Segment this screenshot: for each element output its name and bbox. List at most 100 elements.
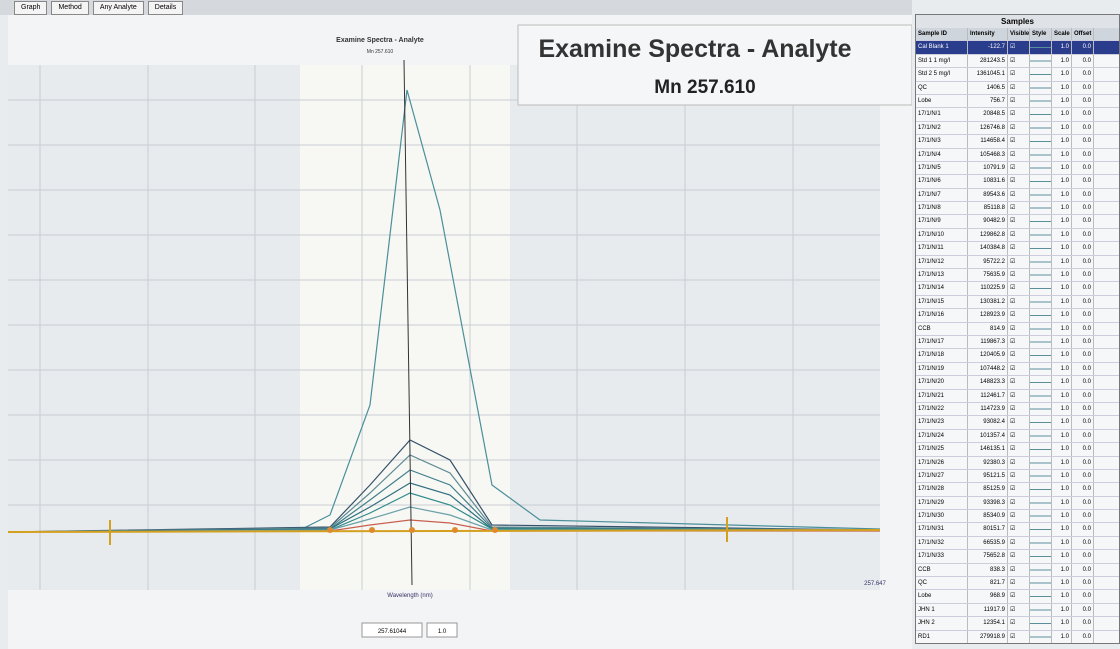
sample-row[interactable]: 17/1/N/26 92380.3 ☑ 1.0 0.0 (916, 456, 1119, 470)
sample-row[interactable]: 17/1/N/15 130381.2 ☑ 1.0 0.0 (916, 295, 1119, 310)
visible-checkbox[interactable]: ☑ (1008, 215, 1030, 228)
visible-checkbox[interactable]: ☑ (1008, 523, 1030, 536)
visible-checkbox[interactable]: ☑ (1008, 295, 1030, 309)
visible-checkbox[interactable]: ☑ (1008, 456, 1030, 469)
sample-row[interactable]: Lobe 756.7 ☑ 1.0 0.0 (916, 94, 1119, 109)
sample-row[interactable]: 17/1/N/18 120405.9 ☑ 1.0 0.0 (916, 349, 1119, 363)
sample-row[interactable]: Std 2 5 mg/l 1361045.1 ☑ 1.0 0.0 (916, 68, 1119, 82)
sample-row[interactable]: RD1 279918.9 ☑ 1.0 0.0 (916, 630, 1119, 643)
visible-checkbox[interactable]: ☑ (1008, 510, 1030, 523)
sample-row[interactable]: 17/1/N/3 114658.4 ☑ 1.0 0.0 (916, 135, 1119, 149)
sample-row[interactable]: Std 1 1 mg/l 281243.5 ☑ 1.0 0.0 (916, 54, 1119, 69)
sample-row[interactable]: 17/1/N/9 90482.9 ☑ 1.0 0.0 (916, 215, 1119, 229)
sample-row[interactable]: 17/1/N/19 107448.2 ☑ 1.0 0.0 (916, 362, 1119, 377)
sample-row[interactable]: 17/1/N/6 10831.6 ☑ 1.0 0.0 (916, 175, 1119, 189)
visible-checkbox[interactable]: ☑ (1008, 630, 1030, 643)
sample-row[interactable]: 17/1/N/14 110225.9 ☑ 1.0 0.0 (916, 282, 1119, 296)
sample-row[interactable]: 17/1/N/4 105468.3 ☑ 1.0 0.0 (916, 148, 1119, 162)
sample-row[interactable]: CCB 838.3 ☑ 1.0 0.0 (916, 563, 1119, 578)
wavelength-input[interactable]: 257.61044 (378, 629, 407, 635)
sample-row[interactable]: 17/1/N/2 126746.8 ☑ 1.0 0.0 (916, 121, 1119, 136)
visible-checkbox[interactable]: ☑ (1008, 161, 1030, 175)
sample-row[interactable]: 17/1/N/25 146135.1 ☑ 1.0 0.0 (916, 443, 1119, 457)
visible-checkbox[interactable]: ☑ (1008, 483, 1030, 496)
visible-checkbox[interactable]: ☑ (1008, 349, 1030, 362)
scale: 1.0 (1052, 617, 1072, 630)
sample-row[interactable]: 17/1/N/11 140384.8 ☑ 1.0 0.0 (916, 242, 1119, 256)
toolbar-button[interactable]: Details (147, 1, 184, 15)
sample-row[interactable]: 17/1/N/32 66535.9 ☑ 1.0 0.0 (916, 536, 1119, 551)
visible-checkbox[interactable]: ☑ (1008, 81, 1030, 94)
sample-row[interactable]: 17/1/N/16 128923.9 ☑ 1.0 0.0 (916, 309, 1119, 323)
visible-checkbox[interactable]: ☑ (1008, 269, 1030, 282)
sample-row[interactable]: 17/1/N/30 85340.9 ☑ 1.0 0.0 (916, 510, 1119, 524)
visible-checkbox[interactable]: ☑ (1008, 376, 1030, 389)
visible-checkbox[interactable]: ☑ (1008, 590, 1030, 603)
visible-checkbox[interactable]: ☑ (1008, 335, 1030, 349)
visible-checkbox[interactable]: ☑ (1008, 242, 1030, 255)
sample-row[interactable]: 17/1/N/7 89543.6 ☑ 1.0 0.0 (916, 188, 1119, 203)
visible-checkbox[interactable]: ☑ (1008, 603, 1030, 617)
visible-checkbox[interactable]: ☑ (1008, 496, 1030, 510)
visible-checkbox[interactable]: ☑ (1008, 469, 1030, 483)
visible-checkbox[interactable]: ☑ (1008, 309, 1030, 322)
visible-checkbox[interactable]: ☑ (1008, 282, 1030, 295)
sample-row[interactable]: Lobe 968.9 ☑ 1.0 0.0 (916, 590, 1119, 604)
visible-checkbox[interactable]: ☑ (1008, 550, 1030, 563)
sample-row[interactable]: 17/1/N/27 95121.5 ☑ 1.0 0.0 (916, 469, 1119, 484)
visible-checkbox[interactable]: ☑ (1008, 563, 1030, 576)
toolbar-button[interactable]: Graph (14, 1, 48, 15)
sample-row[interactable]: 17/1/N/10 129862.8 ☑ 1.0 0.0 (916, 228, 1119, 243)
sample-row[interactable]: 17/1/N/28 85125.9 ☑ 1.0 0.0 (916, 483, 1119, 497)
visible-checkbox[interactable]: ☑ (1008, 402, 1030, 416)
sample-row[interactable]: 17/1/N/33 75652.8 ☑ 1.0 0.0 (916, 550, 1119, 564)
visible-checkbox[interactable]: ☑ (1008, 202, 1030, 215)
visible-checkbox[interactable]: ☑ (1008, 443, 1030, 456)
sample-row[interactable]: 17/1/N/8 85118.8 ☑ 1.0 0.0 (916, 202, 1119, 216)
toolbar-button[interactable]: Any Analyte (92, 1, 144, 15)
visible-checkbox[interactable]: ☑ (1008, 68, 1030, 81)
visible-checkbox[interactable]: ☑ (1008, 322, 1030, 335)
sample-row[interactable]: 17/1/N/22 114723.9 ☑ 1.0 0.0 (916, 402, 1119, 417)
visible-checkbox[interactable]: ☑ (1008, 617, 1030, 630)
sample-row[interactable]: 17/1/N/20 148823.3 ☑ 1.0 0.0 (916, 376, 1119, 390)
visible-checkbox[interactable]: ☑ (1008, 54, 1030, 68)
sample-row[interactable]: 17/1/N/1 20848.5 ☑ 1.0 0.0 (916, 108, 1119, 122)
sample-row[interactable]: Cal Blank 1 -122.7 ☑ 1.0 0.0 (916, 41, 1119, 55)
sample-row[interactable]: 17/1/N/12 95722.2 ☑ 1.0 0.0 (916, 255, 1119, 270)
sample-row[interactable]: QC 1406.5 ☑ 1.0 0.0 (916, 81, 1119, 95)
visible-checkbox[interactable]: ☑ (1008, 362, 1030, 376)
sample-row[interactable]: 17/1/N/13 75635.9 ☑ 1.0 0.0 (916, 269, 1119, 283)
visible-checkbox[interactable]: ☑ (1008, 108, 1030, 121)
sample-row[interactable]: JHN 2 12354.1 ☑ 1.0 0.0 (916, 617, 1119, 631)
visible-checkbox[interactable]: ☑ (1008, 228, 1030, 242)
sample-row[interactable]: 17/1/N/29 93398.3 ☑ 1.0 0.0 (916, 496, 1119, 511)
visible-checkbox[interactable]: ☑ (1008, 429, 1030, 443)
visible-checkbox[interactable]: ☑ (1008, 577, 1030, 590)
visible-checkbox[interactable]: ☑ (1008, 41, 1030, 54)
toolbar-button[interactable]: Method (51, 1, 89, 15)
sample-row[interactable]: 17/1/N/21 112461.7 ☑ 1.0 0.0 (916, 389, 1119, 403)
scale: 1.0 (1052, 322, 1072, 335)
intensity: 11917.9 (968, 603, 1008, 617)
zoom-input[interactable]: 1.0 (438, 629, 447, 635)
visible-checkbox[interactable]: ☑ (1008, 255, 1030, 269)
sample-row[interactable]: 17/1/N/24 101357.4 ☑ 1.0 0.0 (916, 429, 1119, 444)
visible-checkbox[interactable]: ☑ (1008, 121, 1030, 135)
sample-row[interactable]: 17/1/N/31 80151.7 ☑ 1.0 0.0 (916, 523, 1119, 537)
sample-row[interactable]: 17/1/N/5 10791.9 ☑ 1.0 0.0 (916, 161, 1119, 176)
visible-checkbox[interactable]: ☑ (1008, 416, 1030, 429)
sample-row[interactable]: 17/1/N/23 93082.4 ☑ 1.0 0.0 (916, 416, 1119, 430)
visible-checkbox[interactable]: ☑ (1008, 175, 1030, 188)
intensity: 119867.3 (968, 335, 1008, 349)
sample-row[interactable]: JHN 1 11917.9 ☑ 1.0 0.0 (916, 603, 1119, 618)
visible-checkbox[interactable]: ☑ (1008, 94, 1030, 108)
visible-checkbox[interactable]: ☑ (1008, 148, 1030, 161)
sample-row[interactable]: 17/1/N/17 119867.3 ☑ 1.0 0.0 (916, 335, 1119, 350)
sample-row[interactable]: QC 821.7 ☑ 1.0 0.0 (916, 577, 1119, 591)
visible-checkbox[interactable]: ☑ (1008, 135, 1030, 148)
visible-checkbox[interactable]: ☑ (1008, 536, 1030, 550)
sample-row[interactable]: CCB 814.9 ☑ 1.0 0.0 (916, 322, 1119, 336)
visible-checkbox[interactable]: ☑ (1008, 188, 1030, 202)
visible-checkbox[interactable]: ☑ (1008, 389, 1030, 402)
